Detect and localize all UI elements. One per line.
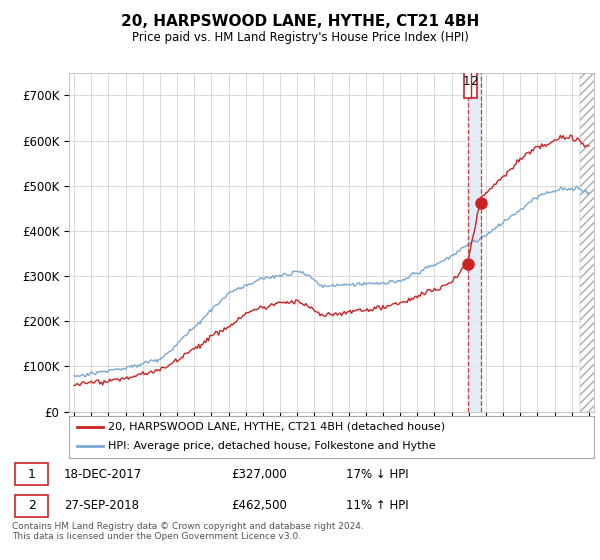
Text: 27-SEP-2018: 27-SEP-2018 — [64, 499, 139, 512]
FancyBboxPatch shape — [15, 464, 48, 485]
Text: 2: 2 — [28, 499, 35, 512]
Bar — [580, 73, 598, 412]
FancyBboxPatch shape — [464, 64, 477, 97]
Text: Price paid vs. HM Land Registry's House Price Index (HPI): Price paid vs. HM Land Registry's House … — [131, 31, 469, 44]
Text: 2: 2 — [470, 76, 478, 88]
Text: HPI: Average price, detached house, Folkestone and Hythe: HPI: Average price, detached house, Folk… — [109, 441, 436, 451]
Bar — [468, 73, 481, 412]
Text: Contains HM Land Registry data © Crown copyright and database right 2024.
This d: Contains HM Land Registry data © Crown c… — [12, 522, 364, 542]
Bar — [580, 73, 598, 412]
Text: £462,500: £462,500 — [231, 499, 287, 512]
Text: £327,000: £327,000 — [231, 468, 287, 481]
Text: 18-DEC-2017: 18-DEC-2017 — [64, 468, 142, 481]
Text: 1: 1 — [28, 468, 35, 481]
Text: 17% ↓ HPI: 17% ↓ HPI — [346, 468, 409, 481]
FancyBboxPatch shape — [15, 495, 48, 516]
Text: 11% ↑ HPI: 11% ↑ HPI — [346, 499, 409, 512]
Text: 20, HARPSWOOD LANE, HYTHE, CT21 4BH (detached house): 20, HARPSWOOD LANE, HYTHE, CT21 4BH (det… — [109, 422, 445, 432]
Text: 1: 1 — [463, 76, 470, 88]
Text: 20, HARPSWOOD LANE, HYTHE, CT21 4BH: 20, HARPSWOOD LANE, HYTHE, CT21 4BH — [121, 14, 479, 29]
